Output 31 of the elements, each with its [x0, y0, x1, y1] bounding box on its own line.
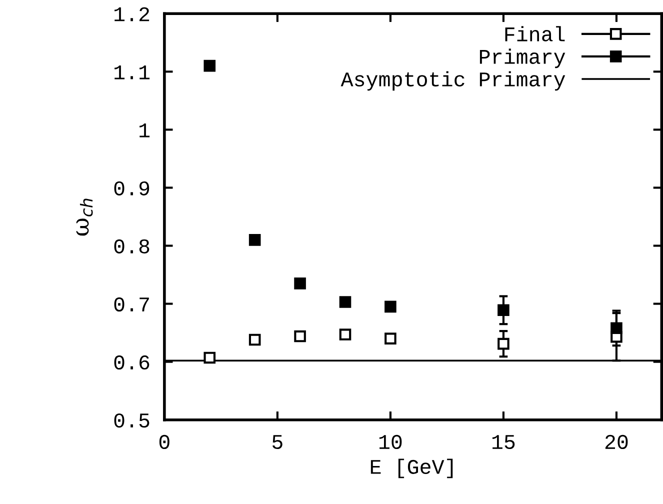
y-tick-label: 0.9 — [114, 181, 150, 196]
point — [339, 296, 352, 308]
y-tick-label: 0.8 — [114, 239, 150, 254]
y-tick-label: 1 — [140, 123, 150, 138]
x-tick-label: 10 — [379, 434, 402, 450]
y-axis-title: ω$_{ch}$ — [76, 198, 93, 236]
x-tick-label: 15 — [492, 435, 515, 450]
point — [204, 352, 216, 364]
legend-label: Final — [505, 26, 565, 42]
legend-label: Primary — [480, 48, 566, 68]
y-tick-label: 0.5 — [114, 413, 150, 428]
point — [384, 332, 396, 344]
y-tick-label: 0.6 — [114, 355, 150, 370]
point — [384, 300, 396, 313]
x-tick-label: 20 — [605, 434, 628, 450]
point — [498, 338, 510, 350]
legend-label: Asymptotic Primary — [340, 71, 566, 91]
point — [610, 322, 622, 334]
point — [248, 334, 261, 346]
point — [294, 278, 306, 290]
x-tick-label: 5 — [272, 435, 282, 450]
y-tick-label: 1.2 — [114, 7, 150, 22]
point — [294, 330, 306, 342]
point — [204, 60, 216, 72]
y-tick-label: 0.7 — [114, 297, 149, 312]
point — [248, 234, 261, 246]
x-axis-title: E [GeV] — [370, 458, 453, 478]
x-tick-label: 0 — [159, 434, 170, 450]
point — [498, 304, 510, 316]
point — [339, 328, 352, 340]
y-tick-label: 1.1 — [114, 65, 150, 80]
